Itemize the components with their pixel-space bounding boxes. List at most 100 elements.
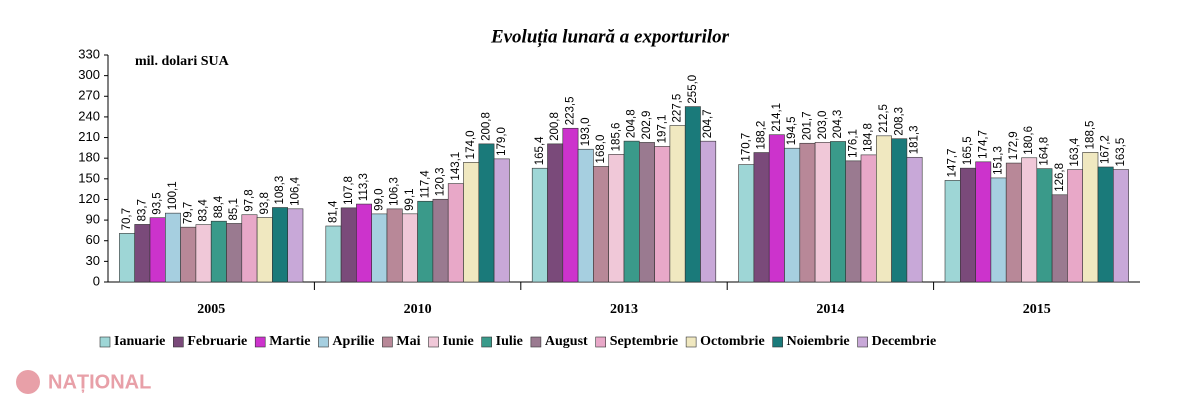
value-label: 223,5: [564, 96, 576, 125]
bar: [623, 140, 640, 283]
bar: [1113, 169, 1129, 283]
bar: [226, 223, 243, 283]
value-label: 167,2: [1100, 135, 1112, 164]
bar: [830, 141, 847, 283]
legend-label: Iulie: [496, 334, 523, 349]
legend-label: Iunie: [443, 334, 474, 349]
bar: [891, 138, 908, 283]
bar: [256, 217, 273, 283]
legend-swatch: [481, 336, 492, 348]
value-label: 193,0: [580, 117, 592, 146]
value-label: 204,3: [832, 110, 844, 139]
y-tick-label: 0: [93, 273, 100, 288]
bar: [638, 142, 655, 283]
value-label: 165,4: [534, 136, 546, 165]
bar: [577, 148, 594, 283]
y-tick-label: 60: [86, 232, 100, 247]
value-label: 120,3: [435, 167, 447, 196]
bar: [944, 180, 961, 283]
bar: [990, 177, 1007, 283]
value-label: 99,0: [373, 189, 385, 211]
legend-swatch: [772, 336, 783, 348]
bar: [700, 140, 717, 283]
value-label: 83,4: [198, 199, 210, 222]
bar: [119, 233, 136, 283]
value-label: 93,5: [152, 192, 164, 214]
bar: [134, 224, 151, 283]
bar: [180, 226, 197, 283]
bar: [1036, 168, 1053, 283]
legend-swatch: [382, 336, 393, 348]
bar: [814, 142, 831, 283]
bar: [371, 213, 388, 283]
legend-swatch: [428, 336, 439, 348]
value-label: 93,8: [259, 192, 271, 214]
value-label: 99,1: [404, 188, 416, 210]
value-label: 204,7: [702, 109, 714, 138]
value-label: 188,5: [1084, 121, 1096, 150]
value-label: 107,8: [343, 176, 355, 205]
logo-icon: [16, 370, 40, 394]
value-label: 202,9: [641, 111, 653, 140]
value-label: 106,3: [389, 177, 401, 206]
value-label: 208,3: [893, 107, 905, 136]
bar: [875, 135, 892, 283]
y-tick-label: 240: [78, 108, 100, 123]
legend-swatch: [857, 336, 868, 348]
value-label: 255,0: [687, 75, 699, 104]
bar: [860, 154, 877, 283]
x-tick-label: 2013: [610, 302, 638, 317]
value-label: 83,7: [136, 199, 148, 221]
value-label: 106,4: [289, 176, 301, 205]
bar: [593, 166, 610, 283]
bar: [608, 154, 625, 283]
bar: [478, 143, 495, 283]
value-label: 201,7: [801, 111, 813, 140]
value-label: 204,8: [626, 109, 638, 138]
legend-swatch: [99, 336, 111, 348]
legend-label: Noiembrie: [787, 334, 850, 349]
value-label: 180,6: [1023, 126, 1035, 155]
x-tick-label: 2005: [197, 302, 225, 317]
legend-swatch: [254, 336, 266, 348]
value-label: 108,3: [274, 176, 286, 205]
bar: [654, 146, 671, 283]
legend-swatch: [318, 336, 329, 348]
value-label: 151,3: [993, 146, 1005, 175]
value-label: 70,7: [121, 208, 133, 230]
y-tick-label: 120: [78, 191, 100, 206]
bar: [401, 213, 418, 283]
bar: [149, 217, 166, 283]
value-label: 163,4: [1069, 137, 1081, 166]
value-label: 214,1: [771, 103, 783, 132]
legend-label: Aprilie: [332, 334, 374, 349]
value-label: 197,1: [656, 115, 668, 144]
y-tick-label: 150: [78, 170, 100, 185]
y-tick-label: 270: [78, 88, 100, 103]
bar: [210, 220, 227, 283]
y-tick-label: 30: [86, 253, 100, 268]
value-label: 163,5: [1115, 138, 1127, 167]
bar: [738, 164, 755, 283]
value-label: 147,7: [947, 149, 959, 178]
bar: [1082, 152, 1099, 283]
bar: [1051, 194, 1068, 283]
bar: [195, 224, 212, 283]
legend-label: Februarie: [187, 334, 247, 349]
bar: [784, 147, 801, 283]
value-label: 143,1: [450, 152, 462, 181]
value-label: 200,8: [549, 112, 561, 141]
bar: [417, 200, 434, 283]
legend-swatch: [173, 336, 184, 348]
y-tick-label: 90: [86, 212, 100, 227]
bar: [845, 160, 862, 283]
value-label: 85,1: [228, 198, 240, 220]
value-label: 81,4: [327, 200, 339, 223]
legend-swatch: [685, 336, 697, 348]
legend-label: Ianuarie: [114, 334, 165, 349]
bar: [531, 167, 548, 283]
value-label: 117,4: [419, 170, 431, 199]
value-label: 185,6: [610, 123, 622, 152]
legend-label: Mai: [396, 334, 420, 349]
